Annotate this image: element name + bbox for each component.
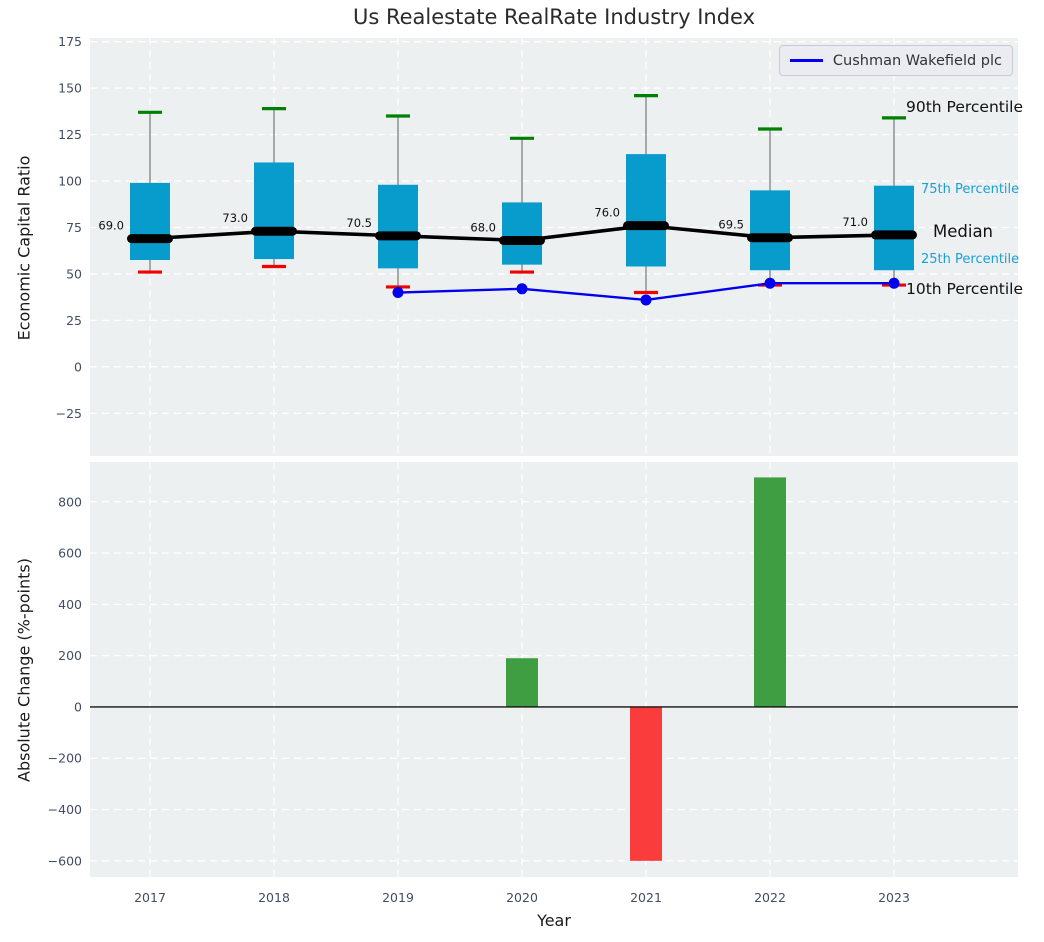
svg-text:2022: 2022	[754, 890, 786, 905]
box-2017	[130, 110, 170, 274]
median-marker	[375, 231, 421, 241]
median-value-label: 71.0	[842, 215, 868, 229]
bar-2020	[506, 658, 538, 707]
y-axis-label-top: Economic Capital Ratio	[14, 155, 34, 341]
company-point	[640, 294, 652, 306]
chart-title: Us Realestate RealRate Industry Index	[352, 5, 755, 29]
median-marker	[251, 226, 297, 236]
median-marker	[623, 221, 669, 231]
box-2020	[502, 136, 542, 274]
median-value-label: 69.5	[718, 218, 744, 232]
change-bars	[506, 477, 786, 861]
median-marker	[871, 230, 917, 240]
svg-text:2019: 2019	[382, 890, 414, 905]
svg-text:50: 50	[66, 266, 82, 281]
median-marker	[747, 233, 793, 243]
company-point	[764, 277, 776, 289]
svg-text:2018: 2018	[258, 890, 290, 905]
svg-text:−200: −200	[48, 751, 82, 766]
svg-text:2020: 2020	[506, 890, 538, 905]
bar-2022	[754, 477, 786, 707]
annotation-10th-percentile: 10th Percentile	[906, 280, 1024, 298]
median-value-label: 70.5	[346, 216, 372, 230]
x-axis-label: Year	[537, 911, 571, 930]
median-value-label: 68.0	[470, 220, 496, 234]
company-point	[888, 277, 900, 289]
box-2021	[626, 93, 666, 295]
median-value-label: 76.0	[594, 206, 620, 220]
bottom-plot-background	[90, 462, 1018, 877]
svg-text:125: 125	[58, 127, 82, 142]
svg-text:2021: 2021	[630, 890, 662, 905]
legend: Cushman Wakefield plc	[779, 45, 1013, 76]
svg-text:175: 175	[58, 34, 82, 49]
legend-line-swatch	[790, 59, 823, 62]
svg-text:75: 75	[66, 220, 82, 235]
median-value-label: 69.0	[98, 219, 124, 233]
legend-label: Cushman Wakefield plc	[832, 52, 1002, 69]
annotation-median: Median	[933, 222, 994, 241]
svg-text:150: 150	[58, 81, 82, 96]
median-value-label: 73.0	[222, 211, 248, 225]
box-2019	[378, 114, 418, 289]
box-2018	[254, 106, 294, 269]
svg-text:−400: −400	[48, 802, 82, 817]
company-point	[516, 283, 528, 295]
svg-text:400: 400	[58, 597, 82, 612]
svg-text:−25: −25	[56, 406, 82, 421]
svg-text:2023: 2023	[878, 890, 910, 905]
median-marker	[127, 234, 173, 244]
annotation-90th-percentile: 90th Percentile	[906, 98, 1024, 116]
svg-text:25: 25	[66, 313, 82, 328]
bar-2021	[630, 706, 662, 861]
top-plot-background	[90, 38, 1018, 456]
svg-text:0: 0	[74, 699, 82, 714]
median-marker	[499, 235, 545, 245]
annotation-75th-percentile: 75th Percentile	[921, 182, 1020, 197]
svg-text:800: 800	[58, 494, 82, 509]
svg-text:600: 600	[58, 546, 82, 561]
y-axis-label-bottom: Absolute Change (%-points)	[14, 558, 34, 782]
svg-text:0: 0	[74, 359, 82, 374]
company-point	[392, 287, 404, 299]
svg-text:200: 200	[58, 648, 82, 663]
svg-text:100: 100	[58, 174, 82, 189]
svg-text:−600: −600	[48, 853, 82, 868]
svg-text:2017: 2017	[134, 890, 166, 905]
annotation-25th-percentile: 25th Percentile	[921, 252, 1020, 267]
